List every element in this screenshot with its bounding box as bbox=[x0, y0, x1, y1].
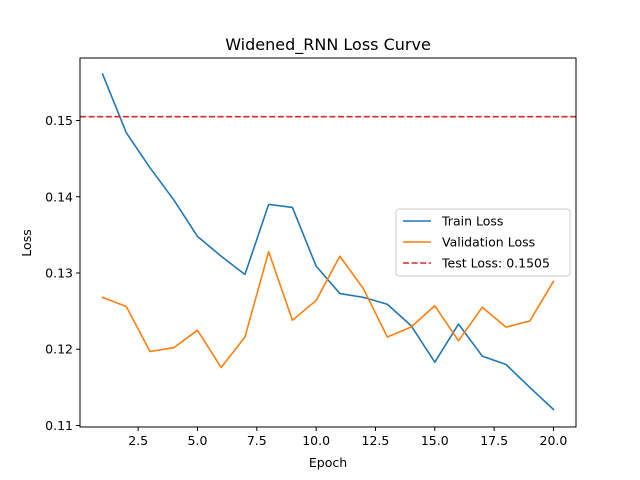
y-tick-label: 0.14 bbox=[45, 189, 73, 204]
legend-item-validation-loss: Validation Loss bbox=[403, 235, 535, 250]
chart-title: Widened_RNN Loss Curve bbox=[225, 35, 431, 55]
x-axis-label: Epoch bbox=[309, 455, 347, 470]
legend-box bbox=[395, 208, 571, 277]
plot-area bbox=[79, 57, 577, 428]
x-tick-label: 7.5 bbox=[247, 433, 267, 448]
legend-label: Validation Loss bbox=[442, 235, 535, 250]
x-tick-label: 2.5 bbox=[128, 433, 148, 448]
x-tick-label: 12.5 bbox=[362, 433, 390, 448]
validation-loss-line bbox=[101, 250, 555, 369]
y-axis-label: Loss bbox=[19, 229, 34, 256]
x-tick-label: 10.0 bbox=[302, 433, 330, 448]
y-tick-label: 0.11 bbox=[45, 418, 73, 433]
x-tick-label: 15.0 bbox=[421, 433, 449, 448]
x-tick-label: 17.5 bbox=[480, 433, 508, 448]
legend-label: Train Loss bbox=[441, 214, 503, 229]
y-tick-label: 0.13 bbox=[45, 265, 73, 280]
legend: Train Loss Validation Loss Test Loss: 0.15… bbox=[395, 208, 571, 277]
x-axis: 2.5 5.0 7.5 10.0 12.5 15.0 17.5 20.0 bbox=[128, 427, 567, 448]
y-axis: 0.11 0.12 0.13 0.14 0.15 bbox=[45, 113, 80, 433]
y-tick-label: 0.12 bbox=[45, 342, 73, 357]
legend-label: Test Loss: 0.1505 bbox=[441, 256, 550, 271]
y-tick-label: 0.15 bbox=[45, 113, 73, 128]
legend-item-test-loss: Test Loss: 0.1505 bbox=[403, 256, 550, 271]
plot-frame bbox=[79, 57, 577, 428]
x-tick-label: 5.0 bbox=[188, 433, 208, 448]
x-tick-label: 20.0 bbox=[540, 433, 568, 448]
legend-item-train-loss: Train Loss bbox=[403, 214, 503, 229]
